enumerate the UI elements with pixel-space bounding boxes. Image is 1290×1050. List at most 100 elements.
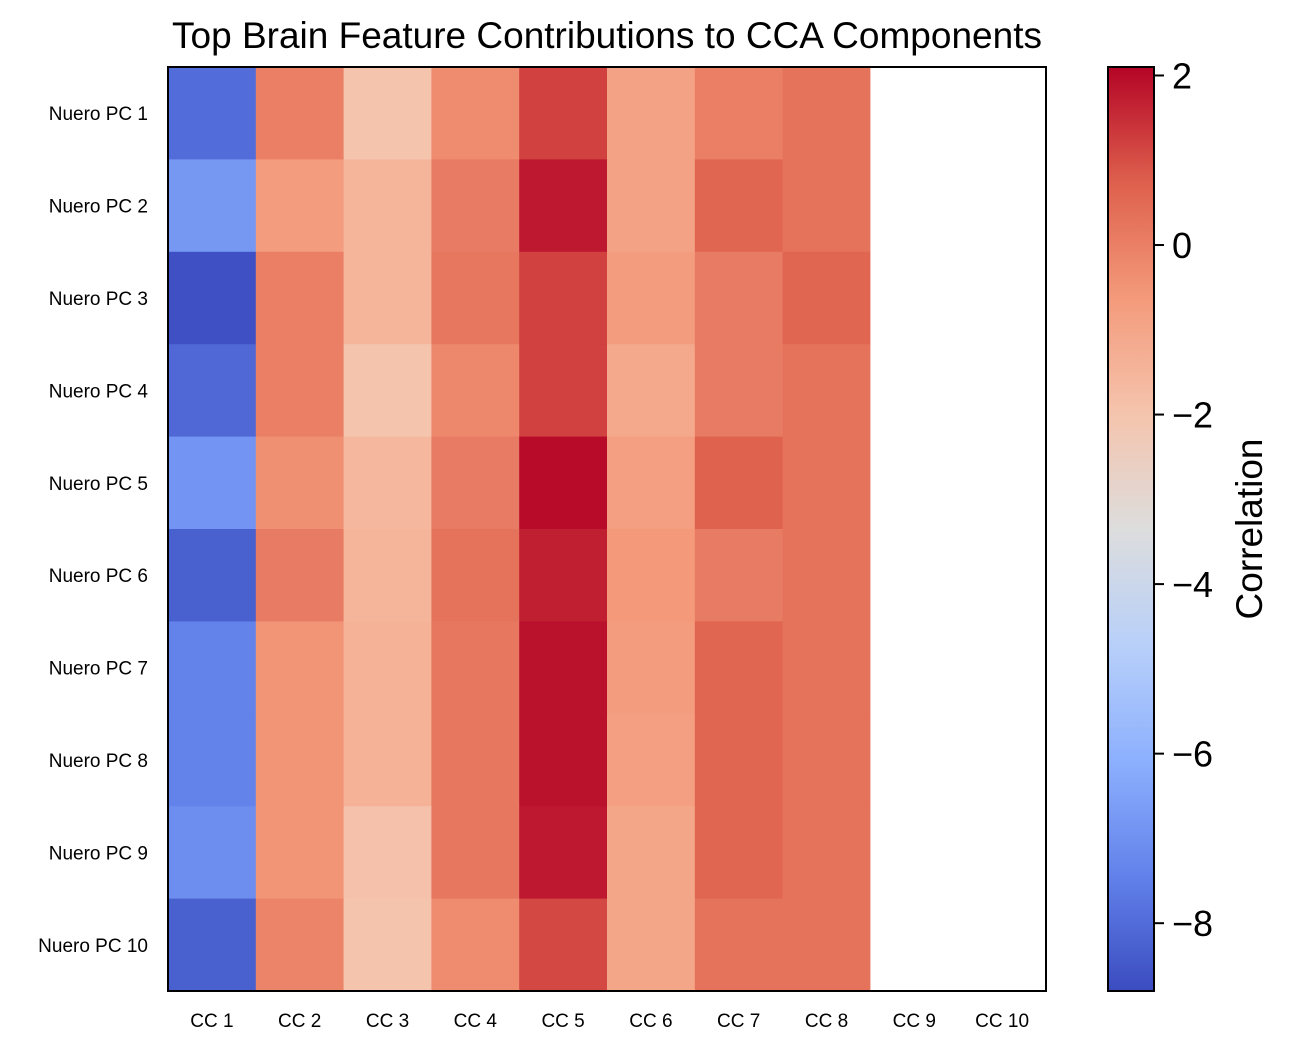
chart-title: Top Brain Feature Contributions to CCA C…	[172, 15, 1042, 56]
heatmap-cell	[782, 159, 871, 253]
x-tick-label: CC 4	[454, 1011, 498, 1032]
heatmap-cell	[870, 713, 959, 807]
heatmap-cell	[607, 806, 696, 900]
heatmap-cell	[694, 898, 784, 992]
heatmap-cell	[870, 898, 959, 992]
heatmap-cell	[519, 67, 608, 160]
heatmap-cell	[607, 251, 696, 345]
heatmap-cell	[255, 436, 345, 530]
heatmap-cell	[607, 67, 696, 160]
heatmap-cell	[782, 529, 871, 622]
heatmap-cell	[870, 159, 959, 253]
heatmap-cell	[343, 251, 432, 345]
heatmap-cell	[694, 713, 784, 807]
heatmap-cell	[958, 159, 1047, 253]
heatmap-cell	[782, 898, 871, 992]
heatmap-cell	[519, 529, 608, 622]
heatmap-cell	[519, 159, 608, 253]
heatmap-cell	[168, 159, 257, 253]
heatmap-cell	[694, 344, 784, 438]
colorbar-ticks: 2 0 −2 −4 −6 −8	[1154, 55, 1213, 944]
x-tick-labels: CC 1 CC 2 CC 3 CC 4 CC 5 CC 6 CC 7 CC 8 CC 9 CC 1…	[190, 1011, 1029, 1032]
y-tick-label: Nuero PC 9	[49, 843, 148, 864]
x-tick-label: CC 8	[805, 1011, 848, 1032]
heatmap-cell	[607, 713, 696, 807]
heatmap-cell	[255, 713, 345, 807]
heatmap-cell	[343, 436, 432, 530]
heatmap-cell	[431, 344, 520, 438]
x-tick-label: CC 1	[190, 1011, 233, 1032]
heatmap-cell	[958, 621, 1047, 715]
heatmap-cells	[168, 67, 1047, 992]
colorbar	[1107, 66, 1155, 992]
heatmap-cell	[255, 898, 345, 992]
heatmap-cell	[870, 436, 959, 530]
heatmap-cell	[870, 621, 959, 715]
x-tick-label: CC 5	[541, 1011, 584, 1032]
heatmap-cell	[958, 806, 1047, 900]
heatmap-cell	[694, 529, 784, 622]
heatmap-cell	[782, 436, 871, 530]
heatmap-cell	[607, 621, 696, 715]
heatmap-cell	[168, 67, 257, 160]
heatmap-cell	[168, 898, 257, 992]
heatmap-cell	[519, 898, 608, 992]
heatmap-cell	[343, 67, 432, 160]
heatmap-cell	[519, 344, 608, 438]
heatmap-cell	[870, 67, 959, 160]
heatmap-cell	[870, 529, 959, 622]
heatmap-cell	[958, 713, 1047, 807]
heatmap-cell	[870, 344, 959, 438]
heatmap-cell	[255, 529, 345, 622]
x-tick-label: CC 2	[278, 1011, 321, 1032]
heatmap-cell	[870, 251, 959, 345]
heatmap-cell	[431, 436, 520, 530]
heatmap-cell	[607, 344, 696, 438]
heatmap-cell	[343, 898, 432, 992]
heatmap-cell	[255, 621, 345, 715]
y-tick-label: Nuero PC 3	[49, 289, 148, 310]
heatmap-cell	[694, 251, 784, 345]
x-tick-label: CC 7	[717, 1011, 760, 1032]
heatmap-cell	[782, 806, 871, 900]
heatmap-cell	[168, 713, 257, 807]
heatmap-cell	[343, 344, 432, 438]
heatmap-cell	[958, 67, 1047, 160]
heatmap-cell	[431, 621, 520, 715]
y-tick-label: Nuero PC 4	[49, 381, 149, 402]
heatmap-cell	[343, 713, 432, 807]
colorbar-label: Correlation	[1229, 439, 1270, 620]
heatmap-cell	[519, 436, 608, 530]
heatmap-cell	[168, 529, 257, 622]
y-tick-label: Nuero PC 6	[49, 566, 148, 587]
heatmap-cell	[782, 344, 871, 438]
heatmap-cell	[694, 436, 784, 530]
plot-frame	[167, 66, 1047, 992]
heatmap-cell	[694, 806, 784, 900]
heatmap-cell	[607, 529, 696, 622]
x-tick-label: CC 10	[975, 1011, 1029, 1032]
y-tick-label: Nuero PC 10	[38, 936, 148, 957]
colorbar-tick-label: −2	[1172, 395, 1213, 436]
heatmap-cell	[168, 251, 257, 345]
heatmap-cell	[255, 67, 345, 160]
heatmap-cell	[694, 159, 784, 253]
heatmap-cell	[958, 529, 1047, 622]
y-tick-labels: Nuero PC 1 Nuero PC 2 Nuero PC 3 Nuero PC 4…	[38, 104, 148, 957]
heatmap-cell	[694, 621, 784, 715]
heatmap-cell	[431, 898, 520, 992]
heatmap-cell	[168, 621, 257, 715]
heatmap-cell	[519, 251, 608, 345]
heatmap-cell	[343, 621, 432, 715]
heatmap-cell	[431, 806, 520, 900]
heatmap-cell	[958, 436, 1047, 530]
heatmap-cell	[519, 806, 608, 900]
heatmap-cell	[168, 344, 257, 438]
heatmap-cell	[519, 621, 608, 715]
y-tick-label: Nuero PC 7	[49, 659, 148, 680]
heatmap-cell	[782, 67, 871, 160]
heatmap-cell	[870, 806, 959, 900]
heatmap-cell	[168, 436, 257, 530]
heatmap-cell	[519, 713, 608, 807]
